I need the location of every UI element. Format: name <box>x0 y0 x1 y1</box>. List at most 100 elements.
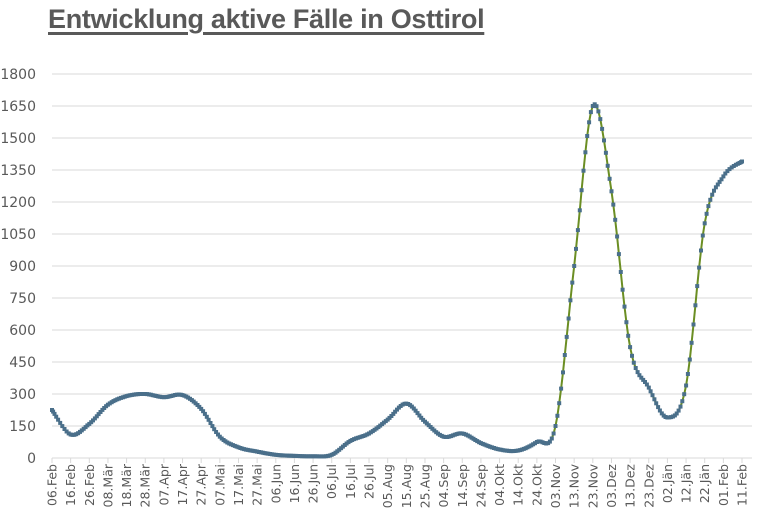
data-point-marker <box>674 411 679 416</box>
data-point-marker <box>639 375 644 380</box>
x-tick-label: 22.Jän <box>697 464 712 503</box>
data-point-marker <box>656 405 661 410</box>
x-tick-label: 12.Jän <box>679 464 694 503</box>
y-tick-label: 600 <box>9 323 36 339</box>
x-tick-label: 13.Nov <box>567 463 582 508</box>
data-point-marker <box>575 228 580 233</box>
data-point-marker <box>633 366 638 370</box>
data-point-marker <box>693 303 698 308</box>
data-point-marker <box>600 126 605 131</box>
x-tick-label: 26.Feb <box>82 464 97 506</box>
data-point-marker <box>54 414 59 419</box>
x-tick-label: 16.Feb <box>63 464 78 506</box>
data-point-marker <box>201 409 206 414</box>
data-point-marker <box>199 406 204 411</box>
y-tick-label: 1350 <box>0 163 36 179</box>
data-point-marker <box>637 373 642 378</box>
x-tick-label: 01.Feb <box>716 464 731 506</box>
data-point-marker <box>557 401 562 406</box>
data-point-marker <box>411 406 416 411</box>
data-point-marker <box>630 353 634 358</box>
data-point-marker <box>682 392 687 397</box>
data-point-marker <box>598 117 603 122</box>
data-point-marker <box>587 120 592 125</box>
data-point-marker <box>583 150 588 155</box>
data-point-marker <box>624 320 629 325</box>
x-tick-label: 04.Okt <box>492 464 507 506</box>
data-point-marker <box>620 287 625 292</box>
data-point-marker <box>596 109 601 114</box>
data-point-marker <box>579 188 584 193</box>
x-tick-label: 13.Dez <box>623 464 638 508</box>
data-point-marker <box>570 280 575 285</box>
data-point-marker <box>615 234 620 239</box>
data-point-marker <box>678 404 683 409</box>
data-point-marker <box>206 417 211 422</box>
data-point-marker <box>577 208 582 213</box>
data-point-marker <box>391 411 396 416</box>
x-tick-label: 06.Jun <box>268 464 283 503</box>
data-point-marker <box>689 340 694 345</box>
x-tick-label: 02.Jän <box>660 464 675 503</box>
y-tick-label: 150 <box>9 419 36 435</box>
y-tick-label: 1650 <box>0 99 36 115</box>
data-point-marker <box>547 439 552 444</box>
data-point-marker <box>622 304 627 309</box>
data-point-marker <box>717 179 722 184</box>
x-tick-label: 26.Jul <box>362 464 377 499</box>
data-point-marker <box>92 416 97 421</box>
data-series <box>50 102 744 459</box>
data-point-marker <box>680 399 685 404</box>
x-tick-label: 03.Nov <box>548 463 563 508</box>
data-point-marker <box>51 409 56 414</box>
data-point-marker <box>613 217 618 222</box>
data-point-marker <box>646 385 651 390</box>
data-point-marker <box>684 383 689 388</box>
x-tick-label: 26.Jun <box>306 464 321 503</box>
data-point-marker <box>588 110 593 115</box>
data-point-marker <box>202 411 207 416</box>
data-point-marker <box>712 188 716 193</box>
x-tick-label: 27.Mai <box>250 464 265 506</box>
x-tick-label: 07.Apr <box>156 463 171 505</box>
x-tick-label: 27.Apr <box>194 463 209 505</box>
data-point-marker <box>52 411 57 416</box>
data-point-marker <box>574 246 578 251</box>
y-tick-label: 0 <box>27 451 36 467</box>
data-point-marker <box>710 192 715 197</box>
x-axis: 06.Feb 16.Feb 26.Feb 08.Mär 18.Mär 28.Mär 07.A… <box>45 457 752 508</box>
data-point-marker <box>650 393 655 398</box>
x-tick-label: 03.Dez <box>604 464 619 508</box>
data-point-marker <box>727 167 732 172</box>
data-point-marker <box>657 408 662 413</box>
data-point-marker <box>676 408 681 413</box>
y-tick-label: 450 <box>9 355 36 371</box>
data-point-marker <box>731 164 736 168</box>
x-tick-label: 16.Jul <box>343 464 358 499</box>
data-point-marker <box>644 382 649 387</box>
data-point-marker <box>559 386 564 391</box>
data-point-marker <box>562 353 567 357</box>
data-point-marker <box>64 429 69 434</box>
data-point-marker <box>417 413 422 418</box>
x-tick-label: 24.Okt <box>529 464 544 506</box>
x-tick-label: 18.Mär <box>119 463 134 507</box>
data-point-marker <box>723 171 728 176</box>
y-tick-label: 1500 <box>0 131 36 147</box>
data-point-marker <box>713 185 718 190</box>
x-tick-label: 04.Sep <box>436 464 451 508</box>
x-tick-label: 07.Mai <box>212 464 227 506</box>
data-point-marker <box>60 424 65 429</box>
data-point-marker <box>62 427 67 431</box>
data-point-marker <box>654 401 659 406</box>
data-point-marker <box>628 345 633 350</box>
data-point-marker <box>611 202 616 207</box>
x-tick-label: 23.Nov <box>585 463 600 508</box>
x-tick-label: 23.Dez <box>641 464 656 508</box>
data-point-marker <box>585 134 590 138</box>
data-point-marker <box>700 233 705 238</box>
data-point-marker <box>419 415 424 420</box>
y-tick-label: 1800 <box>0 67 36 83</box>
data-point-marker <box>695 284 700 289</box>
